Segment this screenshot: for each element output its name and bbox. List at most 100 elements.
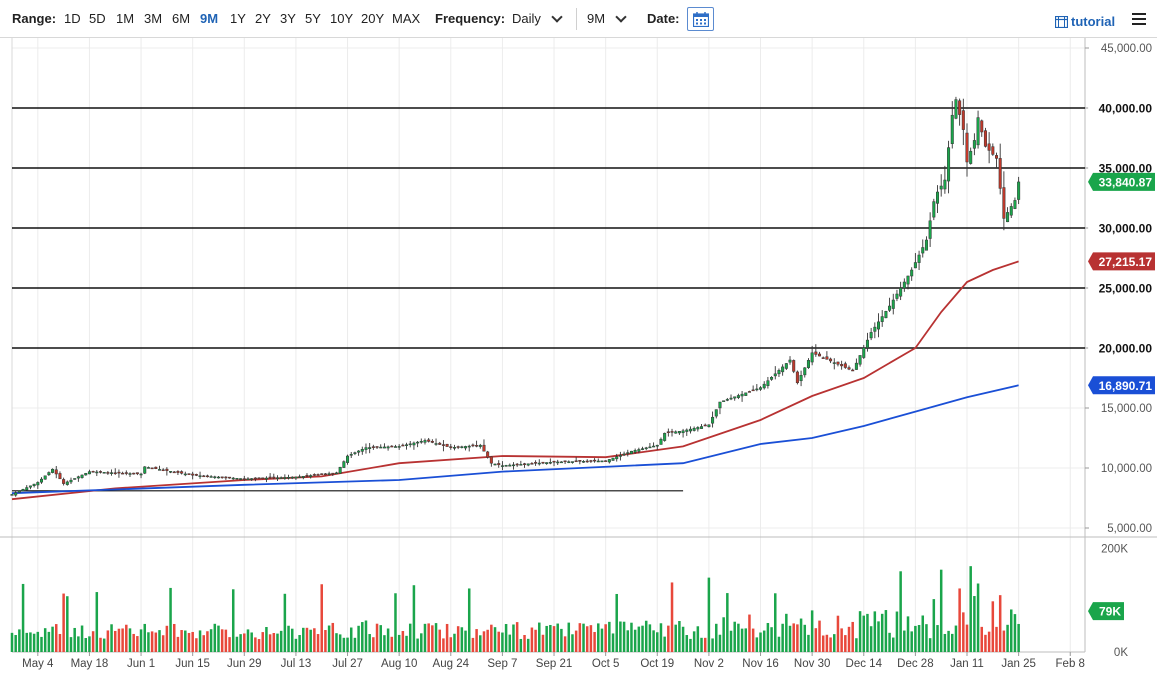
volume-bar bbox=[298, 635, 301, 652]
candle-body bbox=[423, 440, 427, 443]
candle-body bbox=[677, 431, 681, 434]
volume-bar bbox=[287, 625, 290, 652]
volume-bar bbox=[608, 621, 611, 652]
frequency-select[interactable]: Daily bbox=[512, 11, 541, 26]
period-select[interactable]: 9M bbox=[587, 11, 606, 26]
tutorial-icon[interactable] bbox=[1055, 16, 1068, 28]
range-1m-button[interactable]: 1M bbox=[116, 11, 135, 26]
candle-body bbox=[117, 471, 121, 474]
tutorial-link[interactable]: tutorial bbox=[1071, 14, 1116, 29]
candle-body bbox=[216, 476, 220, 479]
candle-body bbox=[242, 478, 246, 480]
volume-bar bbox=[652, 630, 655, 652]
candle-body bbox=[703, 424, 707, 427]
volume-bar bbox=[877, 621, 880, 652]
volume-bar bbox=[840, 628, 843, 652]
volume-bar bbox=[611, 633, 615, 652]
volume-bar bbox=[803, 624, 807, 652]
volume-bar bbox=[493, 627, 497, 652]
candle-body bbox=[593, 459, 597, 462]
range-3y-button[interactable]: 3Y bbox=[280, 11, 296, 26]
volume-bar bbox=[342, 637, 346, 652]
volume-bar bbox=[995, 626, 998, 652]
volume-bar bbox=[740, 628, 744, 652]
candle-body bbox=[493, 463, 497, 466]
candle-body bbox=[773, 373, 777, 377]
chevron-down-icon[interactable] bbox=[551, 11, 563, 23]
candle-body bbox=[253, 477, 257, 480]
level-badge-label: 35,000.00 bbox=[1099, 162, 1153, 176]
price-chart[interactable]: 5,000.00 10,000.00 15,000.00 20,000.00 25,00… bbox=[0, 38, 1157, 696]
candle-body bbox=[795, 371, 799, 384]
range-1d-button[interactable]: 1D bbox=[64, 11, 81, 26]
volume-bar bbox=[792, 623, 795, 652]
date-tick-label: Jul 27 bbox=[332, 658, 363, 670]
volume-bar bbox=[844, 635, 847, 652]
candle-body bbox=[316, 474, 320, 476]
calendar-icon bbox=[693, 12, 709, 27]
volume-bar bbox=[969, 566, 972, 652]
volume-bar bbox=[519, 638, 523, 652]
candle-body bbox=[626, 452, 630, 454]
candle-body bbox=[357, 450, 361, 453]
candle-body bbox=[958, 100, 962, 115]
candle-body bbox=[397, 446, 401, 448]
volume-bar bbox=[726, 593, 729, 652]
volume-bar bbox=[80, 625, 84, 652]
candle-body bbox=[674, 431, 678, 434]
volume-bar bbox=[132, 633, 135, 652]
chevron-down-icon[interactable] bbox=[615, 11, 627, 23]
range-6m-button[interactable]: 6M bbox=[172, 11, 191, 26]
candle-body bbox=[902, 281, 906, 289]
candle-body bbox=[578, 460, 582, 462]
level-badge: 35,000.00 bbox=[1088, 159, 1155, 177]
volume-tick-label: 200K bbox=[1101, 543, 1128, 555]
volume-bar bbox=[368, 634, 371, 652]
menu-icon[interactable] bbox=[1132, 13, 1146, 25]
volume-bar bbox=[744, 628, 748, 652]
candle-body bbox=[62, 479, 66, 484]
candle-body bbox=[910, 269, 914, 277]
range-9m-button[interactable]: 9M bbox=[200, 11, 219, 26]
volume-bar bbox=[467, 588, 471, 652]
candle-body bbox=[751, 389, 755, 392]
volume-bar bbox=[781, 623, 784, 652]
candle-body bbox=[416, 441, 420, 444]
candle-body bbox=[220, 476, 224, 479]
date-tick-label: Nov 16 bbox=[742, 658, 778, 670]
candle-body bbox=[449, 446, 453, 448]
level-badge-shape bbox=[1088, 219, 1155, 237]
candle-body bbox=[847, 367, 851, 370]
candle-body bbox=[950, 114, 954, 144]
candle-body bbox=[607, 459, 611, 463]
volume-bar bbox=[54, 624, 58, 652]
range-20y-button[interactable]: 20Y bbox=[361, 11, 385, 26]
volume-bar bbox=[276, 633, 279, 652]
volume-bar bbox=[327, 625, 331, 652]
candle-body bbox=[508, 464, 512, 467]
volume-bar bbox=[648, 624, 652, 652]
volume-bar bbox=[475, 629, 478, 652]
range-5y-button[interactable]: 5Y bbox=[305, 11, 321, 26]
candle-body bbox=[700, 426, 704, 429]
candle-body bbox=[862, 347, 866, 358]
volume-bar bbox=[1010, 609, 1013, 652]
range-1y-button[interactable]: 1Y bbox=[230, 11, 246, 26]
candle-body bbox=[113, 472, 117, 474]
volume-bar bbox=[191, 631, 194, 652]
range-3m-button[interactable]: 3M bbox=[144, 11, 163, 26]
date-picker-button[interactable] bbox=[687, 7, 714, 31]
candle-body bbox=[205, 475, 209, 478]
candle-body bbox=[995, 155, 999, 159]
candle-body bbox=[781, 366, 785, 373]
volume-bar bbox=[254, 637, 257, 652]
range-max-button[interactable]: MAX bbox=[392, 11, 421, 26]
range-10y-button[interactable]: 10Y bbox=[330, 11, 354, 26]
candle-body bbox=[718, 401, 722, 409]
range-2y-button[interactable]: 2Y bbox=[255, 11, 271, 26]
candle-body bbox=[921, 247, 925, 254]
volume-bar bbox=[51, 626, 54, 652]
range-5d-button[interactable]: 5D bbox=[89, 11, 106, 26]
volume-bar bbox=[408, 623, 412, 652]
date-tick-label: Nov 2 bbox=[694, 658, 724, 670]
